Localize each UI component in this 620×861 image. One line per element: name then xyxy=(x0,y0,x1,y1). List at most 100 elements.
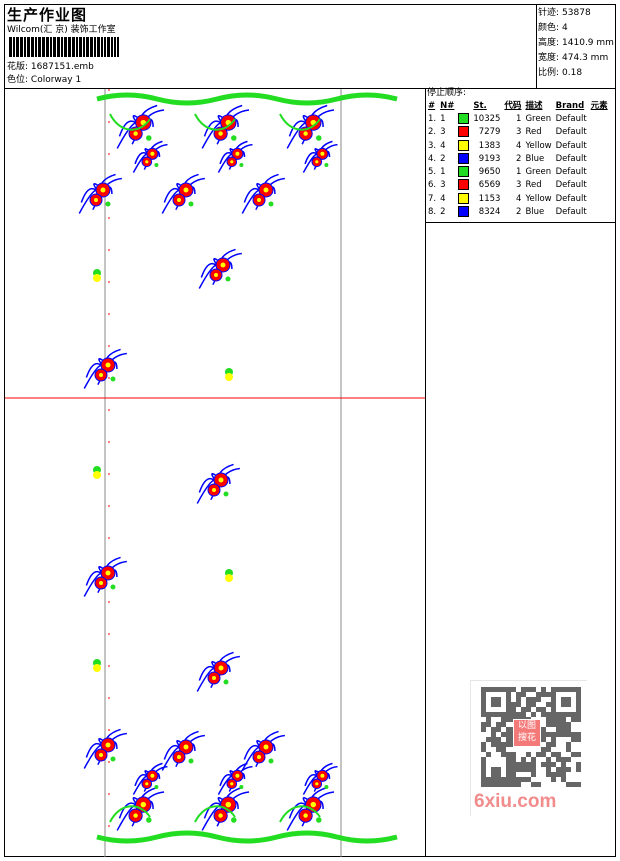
table-row: 4. 2 9193 2 Blue Default xyxy=(426,152,610,165)
flower-motif-center xyxy=(105,742,111,748)
flower-motif-center xyxy=(263,744,269,750)
element xyxy=(589,165,610,178)
flower-motif-center xyxy=(99,373,103,377)
stitch-count: 1153 xyxy=(478,193,501,204)
border-flower-center xyxy=(315,782,319,786)
border-flower-center xyxy=(235,773,240,778)
brand: Default xyxy=(555,113,587,124)
element xyxy=(589,126,610,139)
stamp-logo: 以图搜花 xyxy=(513,719,541,747)
border-flower-center xyxy=(230,160,234,164)
flower-motif-leaf xyxy=(268,758,274,764)
border-flower-center xyxy=(303,131,308,136)
color-description: Green xyxy=(525,113,552,124)
border-scroll xyxy=(279,805,321,823)
color-swatch xyxy=(456,205,471,218)
column-header xyxy=(456,99,471,112)
color-description: Yellow xyxy=(525,140,552,151)
row-index: 6. xyxy=(428,180,437,191)
flower-motif-center xyxy=(212,676,216,680)
stitch-count: 9650 xyxy=(478,167,501,178)
colorway-value: Colorway 1 xyxy=(30,75,82,85)
border-flower-center xyxy=(150,151,155,156)
table-row: 6. 3 6569 3 Red Default xyxy=(426,179,610,192)
brand: Default xyxy=(555,127,587,138)
color-code: 1 xyxy=(516,113,522,124)
qr-watermark: 以图搜花 6xiu.com xyxy=(470,680,587,816)
row-index: 4. xyxy=(428,153,437,164)
flower-motif-center xyxy=(218,665,224,671)
needle-number: 2 xyxy=(440,153,446,164)
border-flower-center xyxy=(218,813,223,818)
yellow-bud xyxy=(93,471,101,479)
stat-height: 高度: 1410.9 mm xyxy=(538,38,614,48)
color-code: 1 xyxy=(516,167,522,178)
border-flower-center xyxy=(140,801,147,808)
border-flower-center xyxy=(320,151,325,156)
border-flower-center xyxy=(235,151,240,156)
element xyxy=(589,179,610,192)
flower-motif-center xyxy=(263,187,269,193)
embroidery-design-preview xyxy=(5,89,425,857)
flower-motif-center xyxy=(105,362,111,368)
element xyxy=(589,139,610,152)
stitch-count: 6569 xyxy=(478,180,501,191)
flower-motif-center xyxy=(257,198,261,202)
border-flower-leaf xyxy=(154,163,159,167)
flower-motif-center xyxy=(105,570,111,576)
top-border xyxy=(96,92,398,106)
border-flower-center xyxy=(218,131,223,136)
design-stats: 针迹: 53878 颜色: 4 高度: 1410.9 mm 宽度: 474.3 mm 比… xyxy=(538,6,614,81)
stop-sequence-table: # N# St. 代码 描述 Brand 元素 1. 1 10325 1 Green Default 2… xyxy=(426,99,610,219)
color-description: Blue xyxy=(525,153,545,164)
brand: Default xyxy=(555,140,587,151)
bottom-border xyxy=(96,830,398,844)
border-flower-leaf xyxy=(146,135,152,141)
border-flower-center xyxy=(145,782,149,786)
row-index: 5. xyxy=(428,167,437,178)
design-label: 花版: xyxy=(7,62,29,72)
stat-colors: 颜色: 4 xyxy=(538,23,568,33)
color-description: Red xyxy=(525,127,542,138)
yellow-bud xyxy=(93,664,101,672)
brand: Default xyxy=(555,153,587,164)
border-flower-leaf xyxy=(231,817,237,823)
table-row: 3. 4 1383 4 Yellow Default xyxy=(426,139,610,152)
color-description: Blue xyxy=(525,207,545,218)
panel-divider xyxy=(425,88,426,857)
page-frame xyxy=(4,4,616,857)
border-flower-center xyxy=(310,801,317,808)
stitch-count: 7279 xyxy=(478,127,501,138)
stitch-count: 9193 xyxy=(478,153,501,164)
flower-motif-center xyxy=(94,198,98,202)
color-swatch xyxy=(456,192,471,205)
flower-motif-leaf xyxy=(188,758,194,764)
column-header: 代码 xyxy=(504,100,522,111)
border-flower-center xyxy=(303,813,308,818)
table-row: 7. 4 1153 4 Yellow Default xyxy=(426,192,610,205)
color-description: Yellow xyxy=(525,193,552,204)
brand: Default xyxy=(555,207,587,218)
flower-motif-center xyxy=(220,262,226,268)
border-flower-center xyxy=(315,160,319,164)
color-code: 2 xyxy=(516,153,522,164)
flower-motif-leaf xyxy=(223,679,229,685)
stitch-count: 10325 xyxy=(473,113,501,124)
color-code: 3 xyxy=(516,127,522,138)
flower-motif-leaf xyxy=(110,584,116,590)
flower-motif-leaf xyxy=(223,491,229,497)
flower-motif-leaf xyxy=(188,201,194,207)
table-row: 1. 1 10325 1 Green Default xyxy=(426,112,610,125)
flower-motif-center xyxy=(212,488,216,492)
flower-motif-center xyxy=(257,755,261,759)
row-index: 1. xyxy=(428,113,437,124)
flower-motif-center xyxy=(183,744,189,750)
color-code: 4 xyxy=(516,193,522,204)
border-flower-center xyxy=(225,801,232,808)
watermark-text: 6xiu.com xyxy=(474,791,557,812)
stat-width: 宽度: 474.3 mm xyxy=(538,53,609,63)
design-value: 1687151.emb xyxy=(30,62,94,72)
company-name: Wilcom(汇 京) 装饰工作室 xyxy=(7,25,116,35)
border-flower-center xyxy=(145,160,149,164)
flower-motif-leaf xyxy=(225,276,231,282)
